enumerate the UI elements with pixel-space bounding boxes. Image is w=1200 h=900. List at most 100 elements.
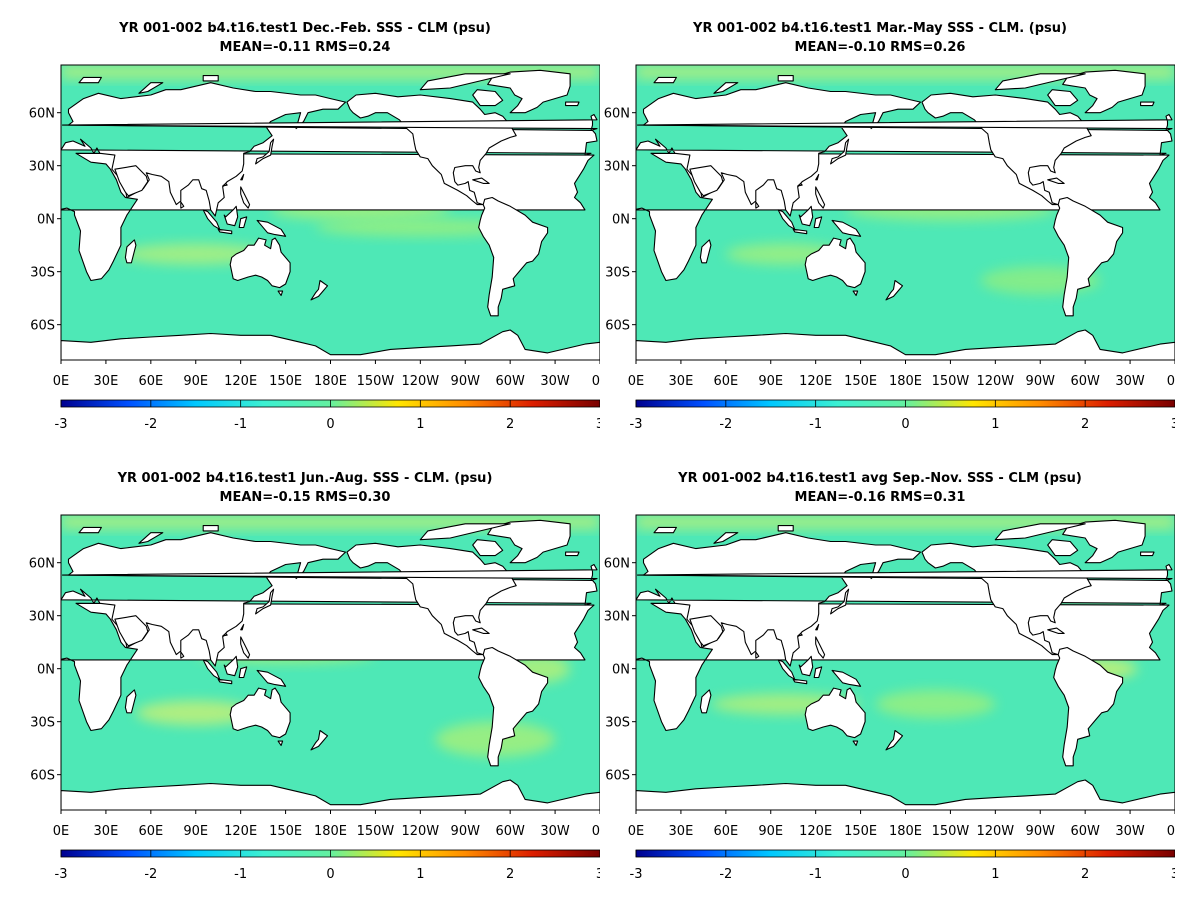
land-madagascar — [124, 239, 137, 264]
land-iceland — [1140, 101, 1155, 107]
land-java — [217, 678, 233, 685]
panel-stats: MEAN=-0.10 RMS=0.26 — [795, 40, 966, 55]
land-tasmania — [852, 740, 859, 747]
land-newguinea — [256, 219, 287, 237]
land-severnaya — [202, 75, 219, 82]
land-eurasia — [636, 82, 1173, 217]
land-java — [792, 678, 808, 685]
colorbar-tick-label: 0 — [326, 417, 334, 432]
land-novaya — [138, 82, 164, 94]
lon-tick-label: 0E — [1167, 374, 1175, 389]
land-uk — [61, 113, 598, 131]
lon-tick-label: 120E — [799, 374, 832, 389]
land-australia — [804, 687, 866, 739]
colorbar-tick-label: -1 — [809, 417, 822, 432]
land-baffin — [472, 539, 504, 557]
land-australia — [229, 687, 291, 739]
land-baffin — [1047, 89, 1079, 107]
lon-tick-label: 30W — [1115, 824, 1145, 839]
land-srilanka — [180, 201, 185, 209]
lon-tick-label: 180E — [889, 374, 922, 389]
land-eurasia — [636, 532, 1173, 667]
lon-tick-label: 120E — [224, 374, 257, 389]
land-baffin — [472, 89, 504, 107]
lon-tick-label: 30E — [669, 824, 694, 839]
land-japan — [255, 588, 275, 615]
land-severnaya — [777, 75, 794, 82]
map-panel-jja: YR 001-002 b4.t16.test1 Jun.-Aug. SSS - … — [0, 450, 600, 900]
land-srilanka — [755, 651, 760, 659]
land-southam — [1053, 646, 1124, 767]
colorbar-tick-label: -1 — [234, 417, 247, 432]
lon-tick-label: 60E — [713, 374, 738, 389]
anomaly-patch — [875, 689, 996, 719]
land-srilanka — [180, 651, 185, 659]
land-arcticisles — [419, 523, 511, 541]
lon-tick-label: 0E — [53, 824, 70, 839]
land-iceland — [565, 551, 580, 557]
land-newzealand — [885, 279, 904, 301]
land-uk — [636, 113, 1173, 131]
lat-tick-label: 30N — [604, 160, 630, 175]
lat-tick-label: 30N — [604, 610, 630, 625]
land-novaya — [713, 532, 739, 544]
land-sulawesi — [813, 666, 823, 679]
land-greenland — [1062, 69, 1146, 114]
colorbar-tick-label: -3 — [630, 867, 643, 882]
lon-tick-label: 60W — [495, 374, 525, 389]
land-svalbard — [78, 76, 102, 84]
lon-tick-label: 60E — [138, 374, 163, 389]
land-sulawesi — [238, 216, 248, 229]
lat-tick-label: 60N — [29, 557, 55, 572]
anomaly-patch — [135, 700, 256, 726]
land-srilanka — [755, 201, 760, 209]
land-philippines — [815, 636, 826, 659]
lon-tick-label: 180E — [314, 374, 347, 389]
land-svalbard — [78, 526, 102, 534]
land-arabia — [114, 615, 149, 647]
land-newguinea — [831, 219, 862, 237]
lat-tick-label: 30N — [29, 610, 55, 625]
lat-tick-label: 60S — [30, 769, 55, 784]
land-arcticisles — [419, 73, 511, 91]
land-newzealand — [310, 729, 329, 751]
lat-tick-label: 60N — [29, 107, 55, 122]
land-borneo — [798, 205, 814, 227]
lon-tick-label: 60W — [495, 824, 525, 839]
land-madagascar — [124, 689, 137, 714]
land-taiwan — [240, 623, 245, 631]
lat-tick-label: 30S — [30, 266, 55, 281]
colorbar-tick-label: -3 — [55, 867, 68, 882]
lon-tick-label: 30W — [540, 374, 570, 389]
colorbar-tick-label: 3 — [1171, 417, 1175, 432]
land-eurasia — [61, 82, 598, 217]
land-iceland — [565, 101, 580, 107]
lon-tick-label: 180E — [314, 824, 347, 839]
land-novaya — [138, 532, 164, 544]
lon-tick-label: 120W — [976, 374, 1014, 389]
colorbar-tick-label: -1 — [234, 867, 247, 882]
lon-tick-label: 30W — [540, 824, 570, 839]
lon-tick-label: 120W — [401, 374, 439, 389]
land-hainan — [222, 632, 228, 637]
lat-tick-label: 60N — [604, 107, 630, 122]
lon-tick-label: 30E — [94, 824, 119, 839]
land-newguinea — [831, 669, 862, 687]
lon-tick-label: 90E — [183, 824, 208, 839]
lon-tick-label: 150E — [844, 374, 877, 389]
land-arabia — [689, 615, 724, 647]
map-panel-mam: YR 001-002 b4.t16.test1 Mar.-May SSS - C… — [575, 0, 1175, 450]
lon-tick-label: 0E — [592, 374, 600, 389]
land-novaya — [713, 82, 739, 94]
lat-tick-label: 60S — [605, 319, 630, 334]
colorbar-tick-label: -3 — [630, 417, 643, 432]
lon-tick-label: 150E — [844, 824, 877, 839]
lon-tick-label: 120E — [799, 824, 832, 839]
land-svalbard — [653, 76, 677, 84]
lon-tick-label: 90E — [183, 374, 208, 389]
land-philippines — [815, 186, 826, 209]
panel-stats: MEAN=-0.16 RMS=0.31 — [795, 490, 966, 505]
lat-tick-label: 30S — [605, 266, 630, 281]
colorbar-tick-label: 2 — [506, 867, 514, 882]
land-arabia — [114, 165, 149, 197]
